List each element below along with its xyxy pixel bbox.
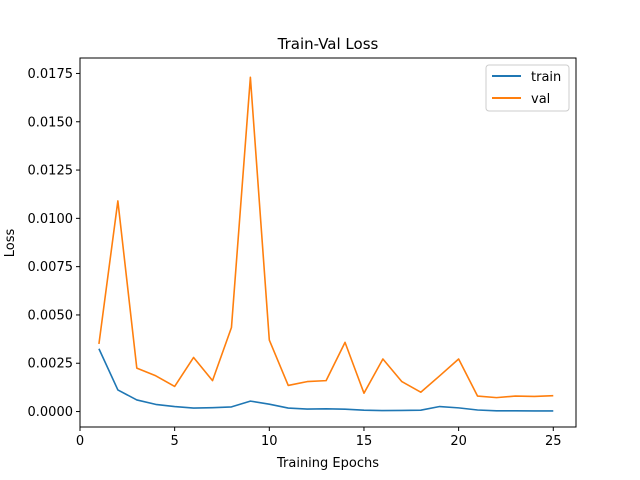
y-tick-label: 0.0025: [28, 357, 74, 372]
chart-title: Train-Val Loss: [277, 35, 379, 53]
y-tick-label: 0.0175: [28, 67, 74, 82]
series-line-val: [98, 76, 554, 399]
x-tick-label: 0: [76, 434, 84, 449]
y-axis-label: Loss: [3, 229, 18, 258]
x-tick-label: 10: [261, 434, 278, 449]
legend-label-val: val: [531, 92, 550, 107]
x-tick-label: 20: [450, 434, 467, 449]
legend: train val: [485, 64, 570, 112]
legend-label-train: train: [531, 70, 561, 85]
y-tick-label: 0.0000: [28, 405, 74, 420]
y-tick-label: 0.0075: [28, 260, 74, 275]
x-tick-label: 15: [356, 434, 373, 449]
y-tick-label: 0.0125: [28, 164, 74, 179]
axes-frame: [79, 57, 577, 428]
x-axis-label: Training Epochs: [276, 456, 379, 471]
x-tick-label: 25: [545, 434, 562, 449]
series-line-train: [98, 348, 554, 412]
y-axis: 0.0000 0.0025 0.0050 0.0075 0.0100 0.0125 0.01…: [28, 67, 80, 420]
y-tick-label: 0.0050: [28, 308, 74, 323]
x-tick-label: 5: [171, 434, 179, 449]
y-tick-label: 0.0150: [28, 115, 74, 130]
plot-area: [98, 76, 554, 412]
y-tick-label: 0.0100: [28, 212, 74, 227]
x-axis: 0 5 10 15 20 25: [76, 427, 562, 449]
